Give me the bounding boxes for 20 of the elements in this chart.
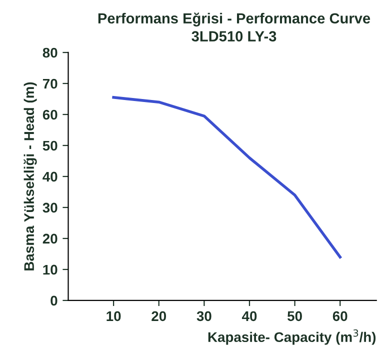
y-tick-label: 0 bbox=[50, 296, 58, 306]
y-tick-label: 30 bbox=[42, 202, 58, 213]
x-tick-label: 60 bbox=[332, 311, 348, 322]
x-tick-label: 20 bbox=[152, 311, 166, 322]
y-axis-title: Basma Yüksekliği - Head (m) bbox=[24, 82, 37, 270]
y-tick-label: 50 bbox=[42, 140, 58, 151]
y-tick-label: 40 bbox=[42, 172, 58, 182]
x-tick-label: 50 bbox=[288, 311, 302, 322]
x-tick-label: 40 bbox=[242, 311, 257, 322]
x-axis-title: Kapasite- Capacity (m$^{3}$/h) bbox=[208, 329, 376, 345]
y-tick-label: 70 bbox=[42, 78, 58, 89]
line-series bbox=[112, 96, 342, 258]
y-tick-label: 60 bbox=[42, 110, 58, 120]
x-tick-label: 30 bbox=[196, 311, 212, 322]
chart-subtitle: 3LD510 LY-3 bbox=[192, 31, 276, 42]
y-tick-label: 80 bbox=[42, 48, 58, 58]
y-tick-label: 20 bbox=[42, 234, 58, 244]
y-tick-label: 10 bbox=[43, 264, 58, 275]
x-tick-label: 10 bbox=[106, 311, 121, 322]
chart-title: Performans Eğrisi - Performance Curve bbox=[98, 12, 370, 26]
